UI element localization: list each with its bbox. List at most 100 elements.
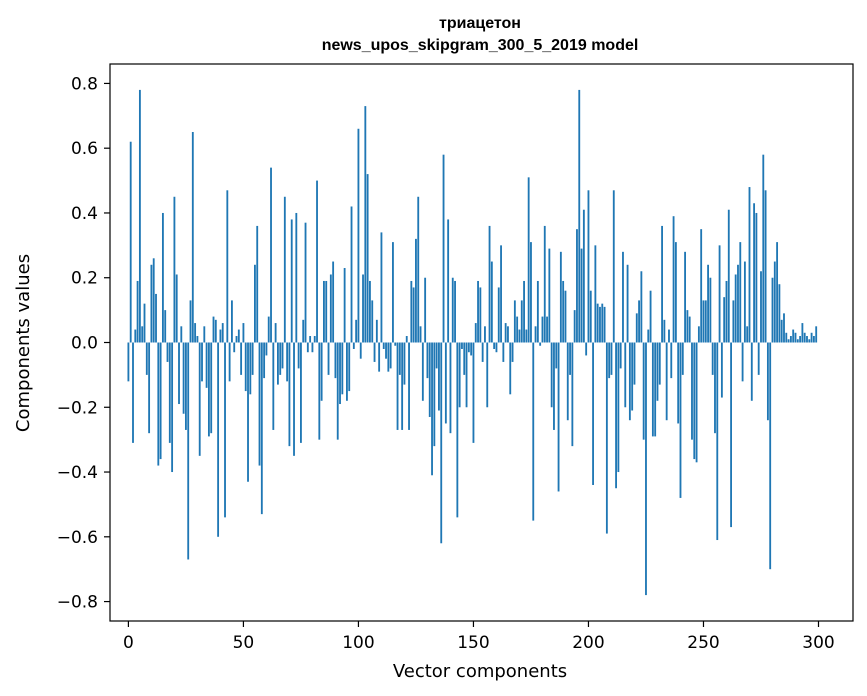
bar: [638, 300, 640, 343]
bar: [378, 342, 381, 372]
bar: [737, 264, 739, 343]
bar: [141, 326, 144, 343]
bar: [725, 280, 728, 343]
bar: [684, 251, 686, 343]
bar: [258, 342, 261, 466]
bar: [233, 342, 236, 353]
bar: [576, 229, 578, 343]
bar: [693, 342, 696, 460]
bar: [654, 342, 657, 437]
bar: [628, 342, 631, 421]
bar: [295, 212, 298, 343]
bar: [297, 342, 300, 369]
bar: [633, 342, 636, 385]
bar: [677, 342, 680, 424]
bar: [734, 274, 737, 343]
bar: [332, 261, 335, 343]
y-axis-label: Components values: [13, 254, 34, 432]
bar: [329, 274, 332, 343]
bar: [520, 300, 523, 343]
bar: [366, 174, 369, 343]
bar: [585, 342, 588, 356]
bar: [486, 342, 489, 408]
bar: [458, 342, 461, 408]
bar: [525, 329, 528, 343]
bar: [688, 316, 691, 343]
bar: [237, 329, 240, 343]
bar: [210, 342, 213, 434]
bar: [697, 326, 700, 343]
bar: [426, 342, 429, 379]
bar: [513, 300, 516, 343]
bar: [212, 316, 215, 343]
bar: [753, 203, 756, 343]
y-tick-label: −0.6: [57, 528, 98, 548]
x-axis-label: Vector components: [393, 661, 567, 682]
bar: [293, 342, 295, 456]
bar: [145, 342, 148, 375]
bar: [270, 167, 272, 343]
bar: [155, 293, 157, 343]
bar: [704, 300, 707, 343]
bar: [318, 342, 321, 440]
bar: [247, 342, 249, 482]
bar: [635, 313, 638, 343]
bar: [631, 342, 634, 411]
bar: [755, 212, 758, 343]
bar: [401, 342, 404, 430]
bar: [191, 132, 194, 343]
x-axis-ticks: 0 50 100 150 200 250 300: [123, 621, 835, 653]
y-tick-label: −0.2: [57, 398, 98, 418]
bar: [647, 329, 650, 343]
plot-frame: [109, 63, 854, 622]
bar: [608, 342, 611, 379]
bar: [516, 316, 519, 343]
x-tick-label: 100: [342, 633, 374, 653]
bar: [679, 342, 682, 498]
bar: [339, 342, 341, 405]
bar: [573, 310, 576, 343]
bar: [530, 242, 532, 343]
bar: [231, 300, 233, 343]
bar: [651, 342, 654, 437]
bar: [502, 342, 505, 362]
bar: [343, 268, 346, 343]
bar: [511, 342, 514, 362]
bar: [714, 342, 716, 434]
bar: [249, 342, 252, 395]
bar: [336, 342, 339, 440]
bar: [306, 342, 309, 353]
bar: [546, 316, 548, 343]
bar: [702, 300, 705, 343]
bar: [490, 261, 493, 343]
bar: [543, 225, 546, 343]
x-tick-label: 250: [687, 633, 719, 653]
bar: [281, 342, 284, 369]
bar: [283, 196, 286, 343]
bar: [369, 280, 371, 343]
bar: [799, 336, 802, 343]
bar: [776, 242, 779, 343]
bar: [346, 342, 348, 401]
bar: [398, 342, 401, 375]
bar: [394, 342, 397, 346]
bar: [166, 342, 169, 362]
bar: [217, 342, 220, 537]
bar: [536, 280, 539, 343]
bar: [668, 329, 670, 343]
bar: [127, 342, 130, 382]
bar: [467, 342, 470, 353]
bar: [180, 326, 183, 343]
bar: [617, 342, 620, 473]
bar: [138, 89, 141, 343]
bar: [757, 342, 760, 375]
bar: [267, 316, 270, 343]
bar: [219, 329, 222, 343]
bar: [288, 342, 291, 447]
bar: [173, 196, 176, 343]
bar: [325, 280, 328, 343]
bar: [433, 342, 436, 447]
bar: [277, 342, 279, 385]
bar: [769, 342, 772, 570]
bar: [300, 342, 302, 443]
